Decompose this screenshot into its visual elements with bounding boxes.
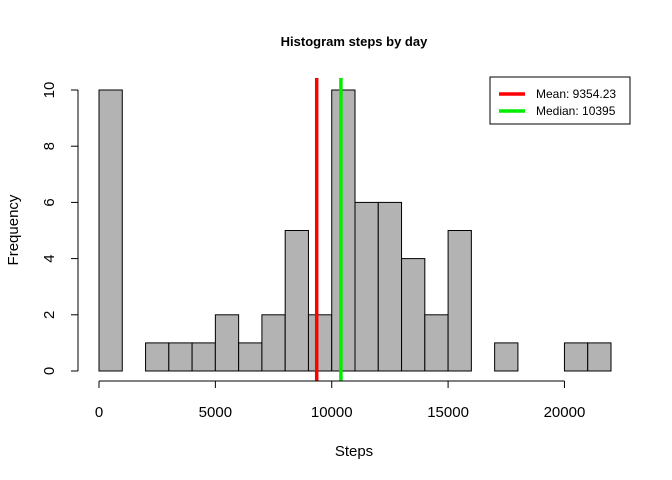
y-tick-label-3: 6 [41,198,58,206]
histogram-bars [98,89,612,372]
x-tick-label-1: 5000 [199,404,232,421]
histogram-bar-9 [307,314,333,372]
histogram-bar-5 [214,314,240,372]
y-axis: 0 2 4 6 8 10 [41,82,79,375]
histogram-bar-12 [377,201,403,372]
y-axis-label: Frequency [5,194,22,265]
legend: Mean: 9354.23 Median: 10395 [489,76,631,125]
histogram-bar-7 [261,314,286,372]
histogram-bar-10 [331,89,356,372]
chart-title: Histogram steps by day [281,34,428,49]
y-tick-label-5: 10 [41,82,58,99]
x-axis-label: Steps [335,443,373,460]
reference-lines [314,78,343,381]
x-tick-label-0: 0 [95,404,103,421]
legend-label-1: Median: 10395 [536,104,616,118]
histogram-bar-13 [401,258,426,372]
histogram-bar-0 [98,89,123,372]
y-tick-label-0: 0 [41,367,58,375]
histogram-bar-8 [284,230,309,372]
legend-box [489,76,631,125]
histogram-bar-3 [168,342,193,372]
histogram-bar-15 [447,230,472,372]
histogram-bar-20 [563,342,589,372]
x-tick-label-2: 10000 [311,404,353,421]
x-axis: 0 5000 10000 15000 20000 [95,380,586,421]
histogram-bar-17 [494,342,519,372]
histogram-bar-14 [424,314,449,372]
x-tick-label-4: 20000 [544,404,586,421]
y-tick-label-2: 4 [41,254,58,262]
histogram-bar-6 [238,342,263,372]
histogram-bar-2 [145,342,170,372]
legend-label-0: Mean: 9354.23 [536,87,616,101]
histogram-bar-11 [354,201,379,372]
y-tick-label-4: 8 [41,142,58,150]
histogram-bar-21 [587,342,612,372]
x-tick-label-3: 15000 [427,404,469,421]
y-tick-label-1: 2 [41,311,58,319]
histogram-bar-4 [191,342,216,372]
